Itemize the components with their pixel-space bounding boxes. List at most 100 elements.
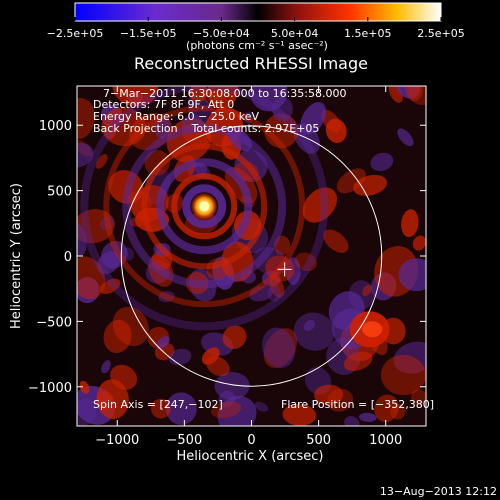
emission-blob: [99, 278, 121, 295]
emission-blob: [344, 416, 360, 426]
emission-blob: [358, 412, 377, 422]
emission-blob: [412, 235, 426, 251]
annotation-flare-position: Flare Position = [−352,380]: [281, 398, 434, 411]
flare-ring: [156, 158, 253, 255]
annotation-spin-axis: Spin Axis = [247,−102]: [93, 398, 223, 411]
emission-blob: [201, 347, 220, 365]
emission-blob: [374, 394, 399, 423]
footer-timestamp: 13−Aug−2013 12:12: [380, 485, 497, 498]
emission-blob: [249, 285, 273, 302]
emission-blob: [380, 354, 426, 396]
emission-blob: [250, 86, 288, 112]
emission-blob: [95, 154, 108, 169]
flare-ring: [122, 124, 287, 289]
emission-blob: [207, 86, 239, 109]
flare-ring: [182, 184, 227, 229]
emission-blob: [189, 86, 208, 103]
emission-blob: [99, 216, 115, 231]
emission-blob: [97, 251, 120, 274]
x-axis-label: Heliocentric X (arcsec): [177, 449, 324, 464]
emission-blob: [77, 142, 94, 168]
emission-blob: [293, 312, 335, 351]
colorbar: [74, 2, 442, 22]
colorbar-units: (photons cm⁻² s⁻¹ asec⁻²): [186, 39, 328, 52]
y-tick-label: −1000: [28, 381, 72, 396]
y-tick-label: 1000: [39, 119, 72, 134]
emission-blob: [353, 174, 388, 196]
colorbar-tick-label: −2.5e+05: [47, 27, 104, 40]
flare-ring: [171, 173, 238, 240]
emission-blob: [101, 107, 147, 147]
flare-ring: [141, 143, 268, 270]
emission-blob: [103, 319, 132, 353]
emission-blob: [410, 389, 426, 406]
emission-blob: [254, 401, 269, 412]
emission-blob: [263, 328, 298, 368]
emission-blob: [393, 341, 426, 374]
emission-blob: [77, 277, 100, 304]
secondary-source-core: [362, 321, 383, 338]
annotation-energy-range: Energy Range: 6.0 − 25.0 keV: [93, 110, 260, 123]
emission-blob: [398, 258, 426, 292]
colorbar-tick-label: 5.0e+04: [271, 27, 318, 40]
emission-blob: [211, 401, 242, 419]
annotation-time-range: 7−Mar−2011 16:30:08.000 to 16:35:58.000: [103, 87, 347, 100]
emission-blob: [262, 327, 296, 368]
emission-blob: [362, 284, 372, 297]
colorbar-ticks: [74, 17, 442, 21]
x-tick-label: 0: [247, 433, 255, 448]
emission-blob: [222, 325, 247, 350]
y-tick-label: −500: [36, 315, 72, 330]
emission-blob: [302, 187, 338, 223]
emission-blob: [300, 102, 327, 135]
emission-blob: [144, 150, 171, 176]
colorbar-tick-label: 2.5e+05: [417, 27, 464, 40]
colorbar-tick-label: −5.0e+04: [193, 27, 250, 40]
emission-blob: [79, 380, 90, 394]
emission-blob: [264, 113, 299, 149]
emission-blob: [156, 336, 170, 349]
x-tick-label: −500: [167, 433, 203, 448]
annotation-detectors: Detectors: 7F 8F 9F, Att 0: [93, 98, 234, 111]
colorbar-tick-labels: −2.5e+05 −1.5e+05 −5.0e+04 5.0e+04 1.5e+05 2.…: [47, 27, 465, 40]
x-tick-label: −1000: [95, 433, 139, 448]
emission-blob: [405, 86, 423, 102]
emission-blob: [243, 111, 254, 124]
y-tick-label: 0: [64, 250, 72, 265]
emission-blob: [112, 86, 159, 107]
x-tick-label: 500: [306, 433, 331, 448]
flare-source-core: [199, 201, 210, 212]
emission-blob: [303, 319, 315, 331]
emission-blob: [343, 351, 373, 371]
emission-blob: [158, 290, 175, 303]
y-axis-ticks: −1000 −500 0 500 1000: [28, 119, 426, 396]
x-axis-ticks: −1000 −500 0 500 1000: [95, 86, 402, 448]
y-axis-label: Heliocentric Y (arcsec): [9, 183, 24, 329]
emission-blob: [320, 109, 342, 133]
flare-rings: [80, 86, 329, 331]
emission-blob: [96, 379, 129, 420]
emission-blob: [408, 86, 426, 106]
heatmap-image: [77, 86, 426, 426]
emission-blob: [267, 285, 282, 302]
emission-blob: [101, 360, 111, 374]
flare-ring: [103, 105, 306, 308]
emission-blob: [295, 252, 317, 272]
emission-blob: [77, 97, 96, 140]
emission-blob: [77, 398, 97, 426]
emission-blob: [154, 116, 171, 139]
x-tick-label: 1000: [369, 433, 402, 448]
colorbar-tick-label: 1.5e+05: [344, 27, 391, 40]
emission-blob: [314, 384, 344, 406]
emission-blob: [323, 229, 349, 253]
colorbar-tick-label: −1.5e+05: [120, 27, 177, 40]
emission-blob: [272, 97, 293, 122]
emission-blob: [165, 392, 197, 425]
emission-blob: [397, 128, 414, 147]
emission-blob: [218, 390, 236, 408]
annotation-method-counts: Back Projection Total counts: 2.97E+05: [93, 122, 319, 135]
emission-blob: [151, 398, 171, 419]
y-tick-label: 500: [47, 185, 72, 200]
emission-blob: [401, 209, 419, 238]
